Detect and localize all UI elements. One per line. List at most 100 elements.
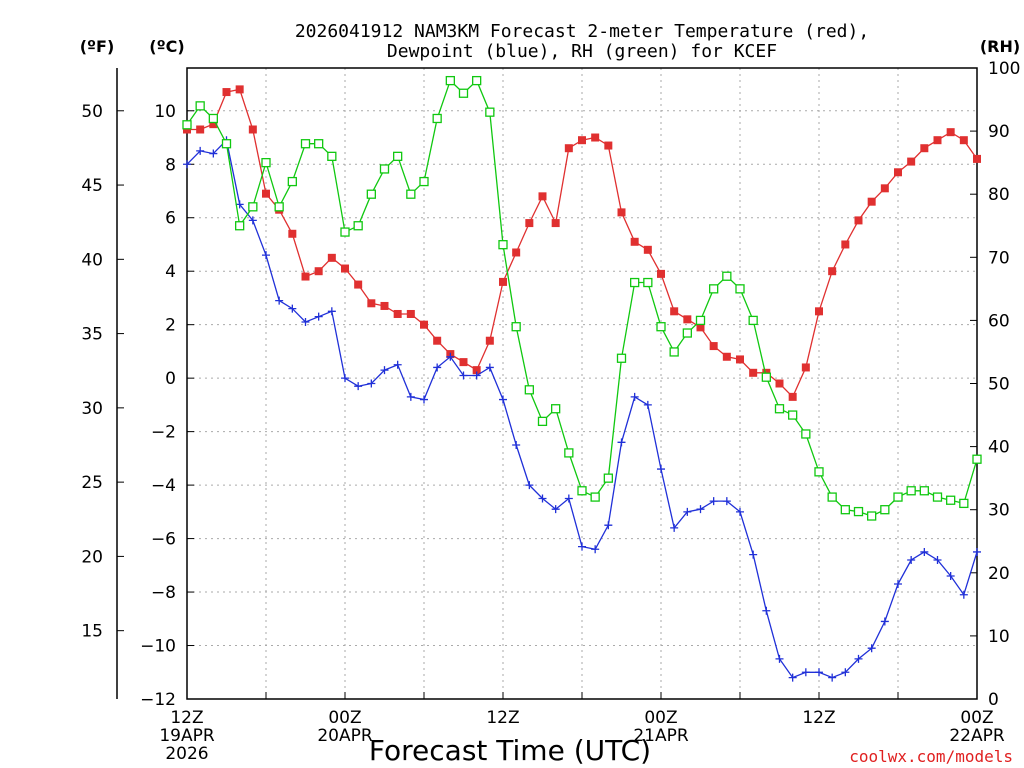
temperature-point [406, 309, 415, 318]
dewpoint-point [196, 146, 205, 155]
dewpoint-point [696, 505, 705, 514]
rh-point [432, 113, 442, 124]
temperature-point [367, 299, 376, 308]
rh-point [511, 322, 521, 332]
rh-point [590, 492, 600, 502]
x-tick-label: 21APR [633, 726, 689, 746]
temperature-point [235, 85, 244, 94]
rh-point [722, 271, 732, 281]
rh-point [959, 498, 969, 509]
rh-point [551, 404, 561, 414]
temperature-point [828, 267, 837, 276]
rh-point [972, 454, 982, 464]
dewpoint-point [327, 307, 336, 316]
dewpoint-point [920, 547, 929, 556]
fahrenheit-tick-label: 50 [81, 102, 103, 122]
rh-point [485, 107, 495, 117]
rh-point [616, 353, 627, 363]
dewpoint-point [578, 542, 586, 551]
rh-point [419, 176, 429, 187]
fahrenheit-tick-label: 40 [81, 250, 103, 270]
fahrenheit-tick-label: 25 [81, 473, 103, 493]
rh-point [603, 473, 613, 483]
temperature-point [683, 315, 692, 324]
rh-tick-label: 80 [988, 185, 1010, 205]
dewpoint-point [907, 555, 916, 564]
chart-title: 2026041912 NAM3KM Forecast 2-meter Tempe… [295, 21, 869, 62]
x-tick-label: 20APR [317, 726, 373, 746]
dewpoint-point [183, 160, 191, 169]
temperature-point [525, 219, 534, 228]
fahrenheit-tick-label: 15 [81, 622, 103, 642]
dewpoint-point [894, 580, 902, 589]
dewpoint-point [314, 312, 323, 321]
rh-point [393, 151, 403, 161]
temperature-point [670, 307, 679, 316]
rh-tick-label: 50 [988, 375, 1010, 395]
rh-point [248, 202, 258, 212]
dewpoint-point [551, 505, 560, 514]
dewpoint-point [880, 617, 889, 626]
rh-point [853, 506, 864, 517]
rh-point [748, 315, 758, 326]
temperature-point [617, 208, 626, 217]
rh-point [630, 277, 640, 288]
rh-point [932, 492, 943, 502]
series-dewpoint-c- [183, 136, 981, 682]
dewpoint-point [775, 654, 784, 663]
rh-tick-label: 10 [988, 627, 1010, 647]
dewpoint-point [393, 360, 402, 369]
celsius-tick-label: 8 [165, 155, 176, 175]
temperature-point [301, 272, 310, 281]
plot-frame [186, 67, 978, 700]
rh-point [235, 221, 245, 231]
rh-tick-label: 40 [988, 438, 1010, 458]
rh-point [788, 410, 798, 420]
celsius-tick-label: 2 [165, 316, 176, 336]
fahrenheit-unit-label: (ºF) [80, 37, 115, 56]
celsius-tick-label: 4 [165, 262, 176, 282]
x-axis-title: Forecast Time (UTC) [369, 734, 651, 767]
rh-point [274, 202, 284, 212]
celsius-tick-label: −8 [151, 583, 176, 603]
temperature-point [341, 264, 349, 273]
rh-point [406, 189, 416, 199]
dewpoint-point [472, 371, 481, 380]
temperature-point [973, 154, 981, 163]
fahrenheit-tick-label: 35 [81, 325, 103, 345]
dewpoint-point [788, 673, 797, 682]
temperature-point [196, 125, 205, 134]
rh-tick-label: 20 [988, 564, 1010, 584]
rh-point [314, 139, 324, 149]
temperature-point [222, 88, 231, 97]
rh-tick-label: 30 [988, 501, 1010, 521]
temperature-point [643, 245, 652, 254]
x-tick-label: 12Z [486, 708, 519, 728]
rh-tick-label: 100 [988, 59, 1020, 79]
rh-point [195, 101, 205, 111]
dewpoint-point [248, 216, 257, 225]
temperature-point [604, 141, 613, 150]
celsius-tick-label: −6 [151, 530, 176, 550]
celsius-tick-label: −4 [151, 476, 176, 496]
temperature-point [327, 253, 336, 262]
dewpoint-point [564, 494, 573, 503]
temperature-point [920, 144, 929, 153]
dewpoint-point [683, 507, 692, 516]
dewpoint-point [867, 644, 876, 653]
rh-tick-label: 0 [988, 690, 999, 710]
x-tick-label: 19APR [159, 726, 215, 746]
dewpoint-point [815, 668, 823, 677]
rh-point [208, 113, 218, 124]
dewpoint-point [591, 545, 600, 554]
dewpoint-point [841, 668, 850, 677]
rh-point [287, 176, 297, 187]
rh-point [761, 372, 771, 382]
x-tick-label: 00Z [328, 708, 361, 728]
rh-point [261, 157, 271, 168]
dewpoint-point [499, 395, 507, 404]
temperature-point [248, 125, 257, 134]
fahrenheit-tick-label: 20 [81, 547, 103, 567]
x-tick-label: 00Z [960, 708, 993, 728]
